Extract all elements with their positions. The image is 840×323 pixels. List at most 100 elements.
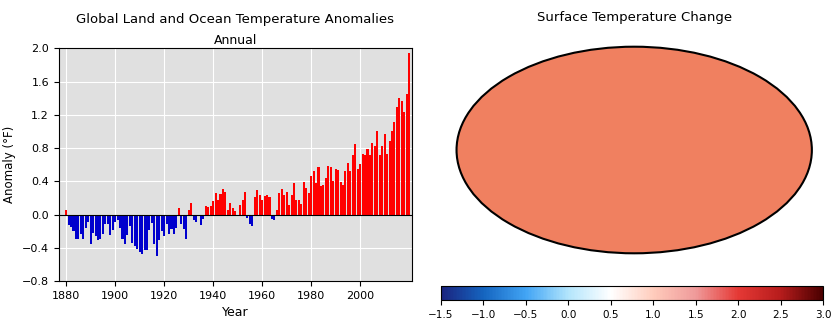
Bar: [87, 214, 89, 222]
Bar: [283, 195, 286, 214]
Bar: [181, 214, 182, 224]
Bar: [374, 146, 375, 214]
Bar: [266, 195, 268, 214]
Bar: [144, 214, 145, 250]
Bar: [288, 205, 290, 214]
Bar: [396, 107, 398, 214]
Bar: [214, 193, 217, 214]
Bar: [197, 214, 199, 216]
Bar: [95, 214, 97, 236]
Bar: [408, 53, 410, 214]
Bar: [369, 155, 371, 214]
Bar: [246, 214, 249, 218]
Bar: [310, 176, 312, 214]
Title: Surface Temperature Change: Surface Temperature Change: [537, 11, 732, 24]
Bar: [256, 190, 258, 214]
Bar: [389, 141, 391, 214]
Bar: [323, 185, 324, 214]
Bar: [154, 214, 155, 245]
Bar: [261, 200, 263, 214]
Bar: [393, 121, 396, 214]
Bar: [72, 214, 75, 231]
X-axis label: Year: Year: [222, 306, 249, 319]
Bar: [244, 192, 246, 214]
Bar: [165, 214, 168, 224]
Bar: [298, 201, 300, 214]
Bar: [269, 197, 270, 214]
Bar: [293, 183, 295, 214]
Bar: [278, 193, 281, 214]
Bar: [286, 192, 287, 214]
Bar: [90, 214, 92, 244]
Bar: [291, 195, 292, 214]
Bar: [237, 214, 239, 215]
Bar: [403, 112, 405, 214]
Bar: [195, 214, 197, 222]
Bar: [376, 131, 378, 214]
Bar: [75, 214, 77, 239]
Bar: [129, 214, 131, 226]
Bar: [213, 201, 214, 214]
Bar: [119, 214, 121, 228]
Bar: [264, 196, 265, 214]
Bar: [361, 154, 364, 214]
Bar: [296, 200, 297, 214]
Bar: [141, 214, 143, 254]
Bar: [178, 208, 180, 214]
Bar: [354, 144, 356, 214]
Bar: [163, 214, 165, 236]
Bar: [217, 200, 219, 214]
Bar: [207, 207, 209, 214]
Bar: [357, 169, 359, 214]
Bar: [224, 192, 227, 214]
Bar: [312, 172, 315, 214]
Bar: [328, 166, 329, 214]
Bar: [173, 214, 175, 234]
Bar: [391, 131, 393, 214]
Bar: [77, 214, 80, 239]
Bar: [185, 214, 187, 239]
Bar: [85, 214, 87, 228]
Bar: [200, 214, 202, 224]
Bar: [192, 214, 195, 220]
Bar: [339, 182, 342, 214]
Bar: [242, 200, 244, 214]
Bar: [347, 163, 349, 214]
Bar: [337, 170, 339, 214]
Bar: [352, 155, 354, 214]
Bar: [332, 181, 334, 214]
Bar: [149, 214, 150, 230]
Bar: [190, 203, 192, 214]
Bar: [302, 182, 305, 214]
Bar: [239, 204, 241, 214]
Bar: [371, 143, 374, 214]
Bar: [232, 208, 234, 214]
Bar: [155, 214, 158, 256]
Bar: [122, 214, 123, 239]
Bar: [401, 101, 403, 214]
Bar: [381, 146, 383, 214]
Bar: [112, 214, 113, 230]
Bar: [349, 171, 351, 214]
Bar: [183, 214, 185, 229]
Bar: [219, 194, 222, 214]
Bar: [398, 98, 401, 214]
Bar: [366, 149, 369, 214]
Bar: [315, 183, 317, 214]
Bar: [158, 214, 160, 240]
Bar: [139, 214, 140, 252]
Bar: [107, 214, 109, 224]
Bar: [307, 193, 310, 214]
Bar: [320, 186, 322, 214]
Bar: [364, 155, 366, 214]
Bar: [109, 214, 111, 235]
Bar: [251, 214, 254, 226]
Bar: [259, 195, 260, 214]
Bar: [205, 206, 207, 214]
Bar: [249, 214, 251, 224]
Bar: [66, 210, 67, 214]
Ellipse shape: [457, 47, 812, 253]
Bar: [171, 214, 172, 229]
Bar: [276, 210, 278, 214]
Bar: [222, 189, 224, 214]
